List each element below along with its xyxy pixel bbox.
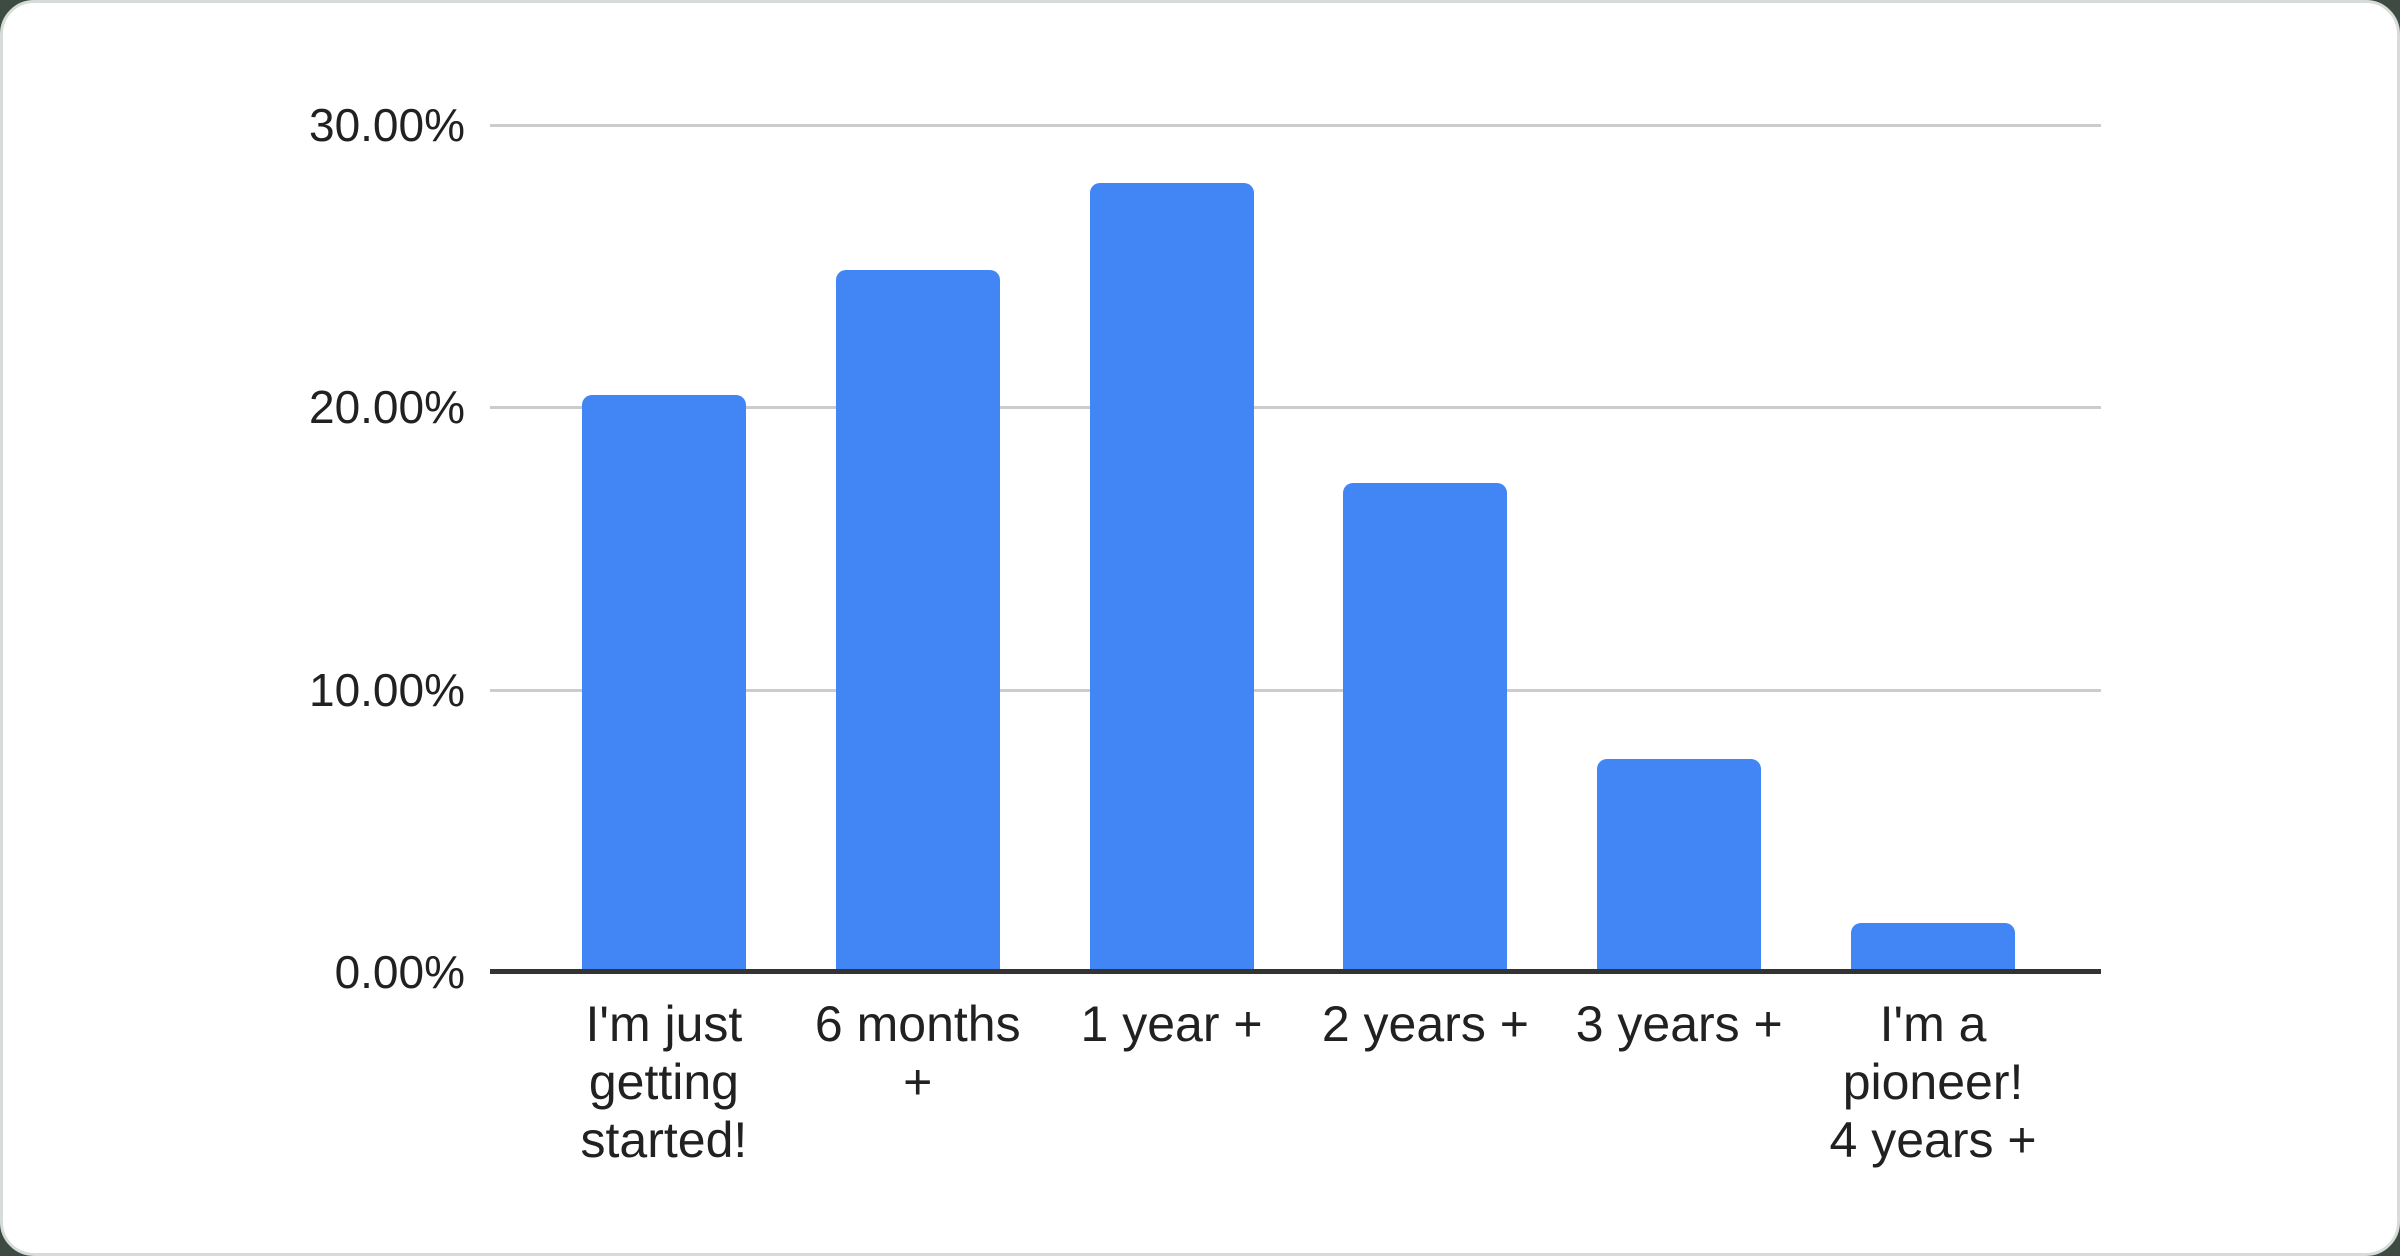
- gridline: [490, 406, 2101, 410]
- x-axis-label-line: I'm just: [585, 996, 743, 1052]
- bar-slot: [791, 125, 1045, 972]
- bar-slot: [1045, 125, 1299, 972]
- x-axis-label: I'm a pioneer! 4 years +: [1806, 995, 2060, 1169]
- bar-slot: [1298, 125, 1552, 972]
- bar: [581, 394, 746, 972]
- x-axis-label-line: 4 years +: [1829, 1112, 2037, 1168]
- bar: [1597, 758, 1762, 972]
- x-axis-labels: I'm just getting started! 6 months +1 year +…: [537, 995, 2060, 1169]
- x-axis-label-line: 1 year +: [1080, 996, 1263, 1052]
- y-axis-tick-label: 10.00%: [308, 663, 465, 716]
- bar-slot: [537, 125, 791, 972]
- bars-container: [537, 125, 2060, 972]
- x-axis-label-line: started!: [580, 1112, 748, 1168]
- x-axis-label-line: +: [903, 1054, 933, 1110]
- bar-slot: [1552, 125, 1806, 972]
- x-axis-line: [490, 969, 2101, 974]
- bar: [1851, 923, 2016, 972]
- x-axis-label-line: I'm a: [1879, 996, 1987, 1052]
- bar: [835, 269, 1000, 972]
- gridline: [490, 688, 2101, 692]
- x-axis-label: I'm just getting started!: [537, 995, 791, 1169]
- x-axis-label-line: 2 years +: [1321, 996, 1529, 1052]
- x-axis-label-line: getting: [588, 1054, 739, 1110]
- x-axis-label: 6 months +: [791, 995, 1045, 1169]
- y-axis-tick-label: 20.00%: [308, 381, 465, 434]
- x-axis-label: 3 years +: [1552, 995, 1806, 1169]
- x-axis-label-line: pioneer!: [1842, 1054, 2024, 1110]
- bar: [1343, 483, 1508, 972]
- x-axis-label: 1 year +: [1045, 995, 1299, 1169]
- y-axis-tick-label: 0.00%: [334, 946, 465, 998]
- bar-slot: [1806, 125, 2060, 972]
- x-axis-label: 2 years +: [1298, 995, 1552, 1169]
- plot-area: [490, 124, 2101, 972]
- bar-chart: I'm just getting started! 6 months +1 year +…: [3, 3, 2397, 1253]
- y-axis-tick-label: 30.00%: [308, 99, 465, 151]
- bar: [1089, 182, 1254, 972]
- gridline: [490, 124, 2101, 127]
- x-axis-label-line: 3 years +: [1575, 996, 1783, 1052]
- x-axis-label-line: 6 months: [814, 996, 1021, 1052]
